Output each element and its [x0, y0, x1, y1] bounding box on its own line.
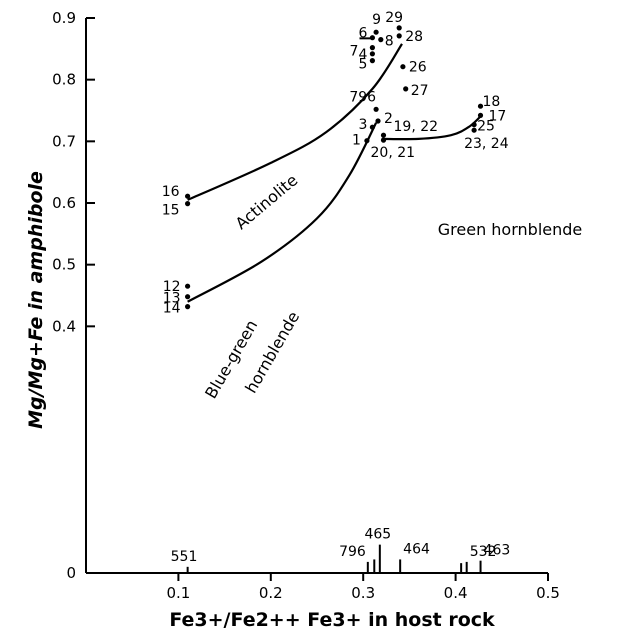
- data-point: [373, 106, 379, 112]
- host-rock-label: 464: [403, 541, 430, 557]
- data-point: [185, 283, 191, 289]
- curve-label-green-hornblende: Green hornblende: [438, 220, 583, 239]
- y-axis-label: Mg/Mg+Fe in amphibole: [25, 171, 47, 429]
- curve-blue-green-hornblende: [187, 122, 378, 303]
- point-label: 19, 22: [394, 119, 439, 135]
- data-point: [396, 25, 402, 31]
- point-label: 25: [477, 119, 495, 135]
- data-point: [477, 112, 484, 118]
- host-rock-label: 532: [470, 544, 497, 560]
- data-point: [369, 51, 375, 57]
- data-point: [369, 45, 375, 51]
- point-label: 6: [358, 26, 367, 42]
- curve-actinolite: [187, 43, 403, 201]
- x-tick-label: 0.4: [444, 584, 468, 602]
- host-rock-label: 463: [484, 543, 511, 559]
- data-point: [373, 29, 379, 35]
- data-point: [471, 127, 477, 133]
- point-label: 15: [162, 203, 180, 219]
- host-rock-label: 796: [339, 544, 366, 560]
- point-label: 20, 21: [371, 145, 416, 161]
- data-point: [378, 37, 384, 43]
- data-point: [185, 201, 191, 207]
- data-point: [380, 132, 387, 138]
- y-tick-label: 0.5: [52, 256, 76, 274]
- host-rock-label: 465: [364, 527, 391, 543]
- x-axis-label: Fe3+/Fe2++ Fe3+ in host rock: [169, 609, 495, 631]
- data-point: [400, 64, 406, 70]
- x-tick-label: 0.2: [259, 584, 283, 602]
- data-point: [369, 124, 375, 130]
- point-label: 17: [489, 108, 507, 124]
- data-point: [396, 33, 402, 39]
- point-label: 13: [163, 291, 181, 307]
- y-tick-label: 0.8: [52, 71, 76, 89]
- data-point: [364, 138, 370, 144]
- data-point: [375, 118, 381, 124]
- data-point: [380, 137, 387, 143]
- x-tick-label: 0.5: [536, 584, 560, 602]
- origin-label: 0: [66, 564, 76, 582]
- data-point: [369, 58, 375, 64]
- point-label: 796: [349, 89, 376, 105]
- data-point: [185, 304, 191, 310]
- point-label: 23, 24: [464, 136, 509, 152]
- point-label: 16: [162, 184, 180, 200]
- axes: 0.4 0.5 0.6 0.7 0.8 0.9 0 0.1 0.2 0.3 0.4 0.5: [52, 9, 560, 602]
- curves: [187, 43, 483, 303]
- point-label: 29: [385, 10, 403, 26]
- point-label: 2: [384, 111, 393, 127]
- point-label: 3: [358, 117, 367, 133]
- point-label: 5: [358, 57, 367, 73]
- point-label: 1: [352, 133, 361, 149]
- y-tick-label: 0.7: [52, 132, 76, 150]
- host-rock-label: 551: [171, 549, 198, 565]
- data-point: [477, 103, 484, 109]
- y-tick-label: 0.9: [52, 9, 76, 27]
- point-label: 26: [409, 60, 427, 76]
- y-tick-label: 0.4: [52, 317, 76, 335]
- point-label: 28: [405, 29, 423, 45]
- point-label: 18: [483, 94, 501, 110]
- point-label: 14: [163, 301, 181, 317]
- point-label: 12: [163, 279, 181, 295]
- point-label: 4: [358, 47, 367, 63]
- curve-label-actinolite: Actinolite: [232, 170, 302, 233]
- x-tick-label: 0.1: [166, 584, 190, 602]
- x-tick-label: 0.3: [351, 584, 375, 602]
- data-point: [471, 122, 477, 128]
- data-point: [185, 294, 191, 300]
- point-label: 7: [349, 44, 358, 60]
- point-label: 27: [411, 83, 429, 99]
- point-label: 8: [385, 34, 394, 50]
- data-point: [403, 86, 409, 92]
- y-tick-label: 0.6: [52, 194, 76, 212]
- data-point: [185, 193, 191, 199]
- point-label: 9: [372, 12, 381, 28]
